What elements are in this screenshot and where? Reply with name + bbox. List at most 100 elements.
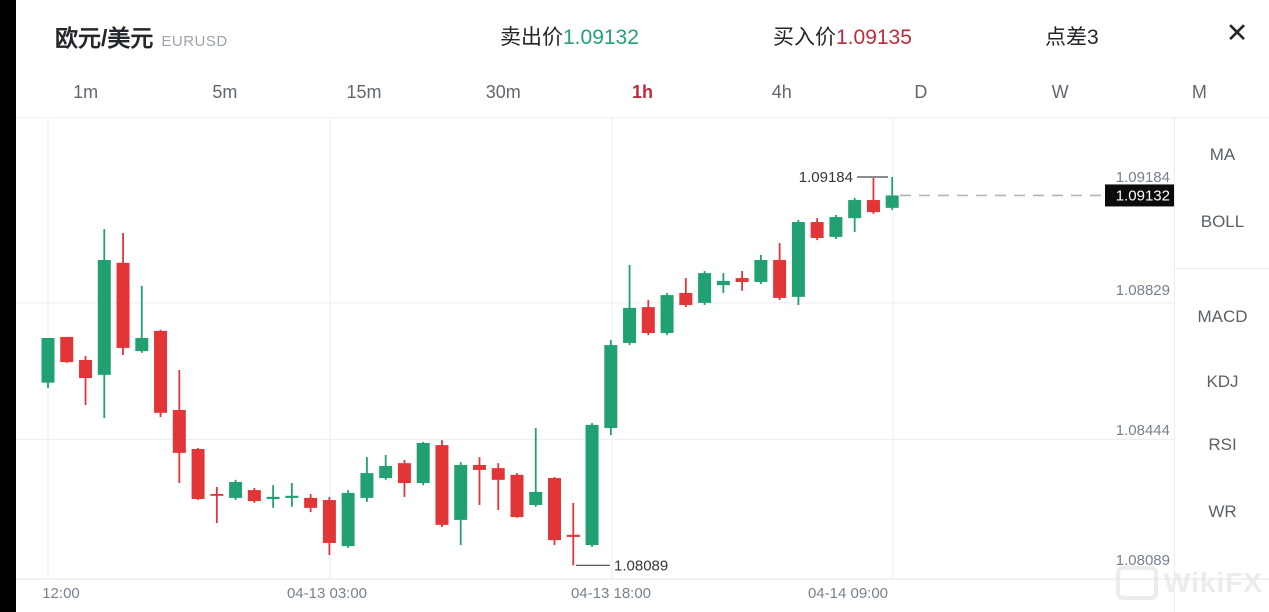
candle-wick xyxy=(140,285,143,353)
tab-D[interactable]: D xyxy=(851,68,990,117)
x-axis-label: 04-13 18:00 xyxy=(571,585,651,602)
candle-body xyxy=(191,448,205,499)
indicator-kdj[interactable]: KDJ xyxy=(1175,367,1269,397)
buy-quote: 买入价 1.09135 xyxy=(773,21,912,51)
x-axis-label: 12:00 xyxy=(42,585,80,602)
tab-1m[interactable]: 1m xyxy=(16,68,155,117)
candle-body xyxy=(304,497,318,508)
candle-body xyxy=(548,478,562,541)
buy-price: 1.09135 xyxy=(836,26,912,49)
candle-body xyxy=(116,262,130,348)
candle-body xyxy=(641,307,655,334)
spread-value: 3 xyxy=(1087,26,1099,49)
candle-body xyxy=(379,466,393,479)
spread-info: 点差3 xyxy=(1045,21,1099,51)
candle-body xyxy=(866,200,880,213)
pair-code: EURUSD xyxy=(161,33,228,50)
left-black-strip xyxy=(0,0,16,612)
candle-wick xyxy=(872,178,875,214)
candle-body xyxy=(791,222,805,297)
candle-body xyxy=(229,481,243,498)
candle-wick xyxy=(684,278,687,308)
candle-wick xyxy=(290,483,293,507)
x-axis-label: 04-14 09:00 xyxy=(808,585,888,602)
pair-name-cn: 欧元/美元 xyxy=(55,25,154,51)
candle-body xyxy=(585,424,599,546)
candle-body xyxy=(97,259,111,375)
candle-body xyxy=(735,278,749,282)
candle-body xyxy=(154,330,168,413)
y-axis-label: 1.09184 xyxy=(1116,169,1170,186)
close-icon[interactable]: ✕ xyxy=(1216,12,1258,54)
candle-body xyxy=(435,445,449,525)
sell-price: 1.09132 xyxy=(563,26,639,49)
candle-body xyxy=(472,464,486,470)
y-axis-label: 1.08089 xyxy=(1116,552,1170,569)
candle-wick xyxy=(891,177,894,210)
candle-body xyxy=(679,292,693,306)
watermark: WikiFX xyxy=(1115,566,1263,600)
indicator-macd[interactable]: MACD xyxy=(1175,302,1269,332)
tab-5m[interactable]: 5m xyxy=(155,68,294,117)
candle-wick xyxy=(84,356,87,406)
candle-body xyxy=(322,500,336,543)
buy-label: 买入价 xyxy=(773,26,836,49)
tab-1h[interactable]: 1h xyxy=(573,68,712,117)
candle-body xyxy=(716,280,730,286)
indicator-sidebar: MA BOLL MACD KDJ RSI WR xyxy=(1174,117,1269,612)
candle-wick xyxy=(478,457,481,506)
candle-body xyxy=(510,474,524,518)
candle-body xyxy=(623,307,637,343)
indicator-group-divider xyxy=(1175,268,1269,269)
candle-body xyxy=(41,337,55,383)
quote-header: 欧元/美元 EURUSD 卖出价 1.09132 买入价 1.09135 点差3… xyxy=(16,0,1269,69)
candle-wick xyxy=(628,264,631,346)
tab-15m[interactable]: 15m xyxy=(294,68,433,117)
tab-M[interactable]: M xyxy=(1130,68,1269,117)
y-axis-label: 1.08829 xyxy=(1116,282,1170,299)
candle-body xyxy=(285,495,299,498)
current-price-badge-text: 1.09132 xyxy=(1116,187,1170,204)
candle-body xyxy=(454,464,468,520)
candle-body xyxy=(397,463,411,484)
candle-body xyxy=(660,295,674,334)
tab-4h[interactable]: 4h xyxy=(712,68,851,117)
watermark-text: WikiFX xyxy=(1163,567,1263,598)
high-annotation-label: 1.09184 xyxy=(799,169,853,186)
candle-body xyxy=(566,534,580,537)
indicator-ma[interactable]: MA xyxy=(1175,140,1269,170)
tab-30m[interactable]: 30m xyxy=(434,68,573,117)
candle-body xyxy=(247,490,261,502)
candle-body xyxy=(848,200,862,219)
candle-body xyxy=(135,337,149,352)
indicator-boll[interactable]: BOLL xyxy=(1175,207,1269,237)
candle-body xyxy=(491,468,505,480)
candle-body xyxy=(810,222,824,238)
sell-quote: 卖出价 1.09132 xyxy=(500,21,639,51)
indicator-rsi[interactable]: RSI xyxy=(1175,430,1269,460)
y-axis-label: 1.08444 xyxy=(1116,422,1170,439)
candle-wick xyxy=(272,485,275,508)
low-annotation-label: 1.08089 xyxy=(614,557,668,574)
candle-body xyxy=(172,409,186,453)
timeframe-tabs: 1m 5m 15m 30m 1h 4h D W M xyxy=(16,68,1269,118)
candle-wick xyxy=(497,463,500,510)
sell-label: 卖出价 xyxy=(500,26,563,49)
watermark-logo-icon xyxy=(1115,566,1158,600)
candle-body xyxy=(773,259,787,298)
candle-body xyxy=(604,345,618,429)
candle-body xyxy=(210,494,224,496)
tab-W[interactable]: W xyxy=(991,68,1130,117)
x-axis-label: 04-13 03:00 xyxy=(287,585,367,602)
candle-body xyxy=(341,492,355,547)
indicator-wr[interactable]: WR xyxy=(1175,497,1269,527)
candle-body xyxy=(529,491,543,506)
candle-wick xyxy=(534,428,537,507)
instrument-title: 欧元/美元 EURUSD xyxy=(55,19,228,53)
candle-body xyxy=(60,336,74,363)
candle-body xyxy=(885,195,899,208)
candle-body xyxy=(266,496,280,499)
candle-body xyxy=(829,217,843,237)
candle-body xyxy=(754,259,768,282)
